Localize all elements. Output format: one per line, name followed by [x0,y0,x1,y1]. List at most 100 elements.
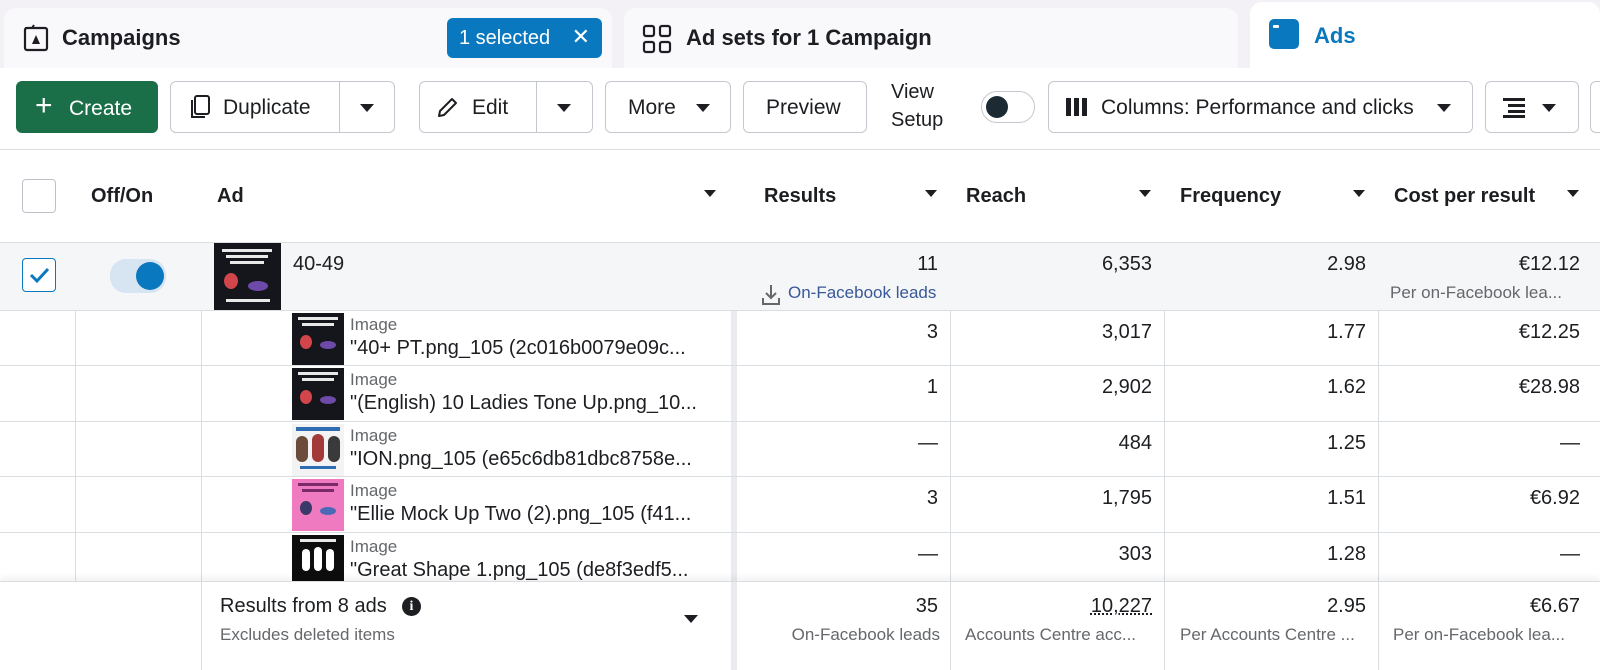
duplicate-dropdown-button[interactable] [340,82,395,132]
table-row[interactable]: 40-49 11 On-Facebook leads 6,353 2.98 €1… [0,243,1600,311]
creative-type: Image [350,481,398,500]
toolbar-overflow-button[interactable] [1590,81,1600,133]
tab-adsets[interactable]: Ad sets for 1 Campaign [624,8,1238,68]
creative-type: Image [350,315,398,334]
header-results-sort-icon[interactable] [925,190,937,197]
selected-count: 1 selected [459,26,551,49]
column-divider [201,582,202,670]
view-setup-label: View Setup [891,81,944,131]
ad-on-off-toggle[interactable] [110,259,166,293]
creative-name[interactable]: "Great Shape 1.png_105 (de8f3edf5... [350,559,689,581]
frequency-value: 1.62 [1327,376,1366,398]
more-button-label: More [628,96,676,119]
column-divider [1164,582,1165,670]
reach-value: 3,017 [1101,321,1152,343]
creative-name[interactable]: "40+ PT.png_105 (2c016b0079e09c... [350,337,686,359]
breakdown-icon [1503,98,1525,118]
frozen-divider [731,149,737,670]
header-cost-per-result[interactable]: Cost per result [1394,184,1536,207]
preview-button[interactable]: Preview [743,81,867,133]
creative-type: Image [350,426,398,445]
tab-campaigns-label: Campaigns [62,25,181,50]
pencil-icon [438,98,457,117]
toggle-knob [986,96,1008,118]
reach-value: 6,353 [1101,253,1152,275]
header-ad[interactable]: Ad [217,184,244,207]
view-setup-toggle[interactable] [981,91,1035,123]
frozen-divider [731,582,737,670]
chevron-down-icon [696,104,710,112]
chevron-down-icon [360,104,374,112]
creative-thumbnail [292,313,344,365]
header-results[interactable]: Results [764,184,837,207]
summary-reach[interactable]: 10,227 [1090,595,1152,617]
more-button[interactable]: More [605,81,731,133]
edit-button[interactable]: Edit [420,82,536,132]
preview-button-label: Preview [766,96,841,119]
ads-table: Off/On Ad Results Reach Frequency Cost p… [0,149,1600,670]
header-cost-sort-icon[interactable] [1567,190,1579,197]
summary-frequency-subtitle: Per Accounts Centre ... [1180,625,1355,644]
columns-icon [1066,98,1087,116]
header-ad-sort-icon[interactable] [704,190,716,197]
ads-icon [1269,19,1299,49]
table-row[interactable]: Image "40+ PT.png_105 (2c016b0079e09c...… [0,311,1600,366]
duplicate-button-label: Duplicate [223,96,311,119]
header-frequency[interactable]: Frequency [1180,184,1282,207]
tab-ads[interactable]: Ads [1250,2,1600,68]
results-type-link[interactable]: On-Facebook leads [788,283,937,302]
table-row[interactable]: Image "Great Shape 1.png_105 (de8f3edf5.… [0,533,1600,588]
creative-name[interactable]: "ION.png_105 (e65c6db81dbc8758e... [350,448,692,470]
create-button[interactable]: + Create [16,81,158,133]
reach-value: 1,795 [1101,487,1152,509]
creative-type: Image [350,537,398,556]
column-divider [1378,582,1379,670]
ad-name[interactable]: 40-49 [293,253,345,275]
summary-title: Results from 8 ads [220,595,387,617]
select-all-checkbox[interactable] [22,179,56,213]
columns-button-label: Columns: Performance and clicks [1101,96,1414,119]
column-divider [1378,149,1379,670]
toggle-knob [136,262,164,290]
results-value: 11 [917,253,938,275]
divider [339,82,340,132]
row-checkbox[interactable] [22,258,56,292]
selected-badge[interactable]: 1 selected ✕ [447,18,602,58]
edit-dropdown-button[interactable] [537,82,593,132]
summary-expand-icon[interactable] [684,615,698,623]
creative-name[interactable]: "Ellie Mock Up Two (2).png_105 (f41... [350,503,692,525]
duplicate-button[interactable]: Duplicate [171,82,339,132]
creative-thumbnail [292,479,344,531]
info-icon[interactable]: i [402,597,421,616]
summary-cost-subtitle: Per on-Facebook lea... [1393,625,1565,644]
header-reach[interactable]: Reach [966,184,1027,207]
table-row[interactable]: Image "ION.png_105 (e65c6db81dbc8758e...… [0,422,1600,477]
cost-value: — [1560,543,1580,565]
adsets-grid-icon [642,24,672,54]
results-summary-row: Results from 8 ads i Excludes deleted it… [0,581,1600,670]
table-row[interactable]: Image "(English) 10 Ladies Tone Up.png_1… [0,366,1600,422]
table-row[interactable]: Image "Ellie Mock Up Two (2).png_105 (f4… [0,477,1600,533]
creative-name[interactable]: "(English) 10 Ladies Tone Up.png_10... [350,392,697,414]
results-value: — [918,543,938,565]
tab-campaigns[interactable]: Campaigns 1 selected ✕ [4,8,612,68]
creative-thumbnail [292,424,344,476]
creative-thumbnail [292,535,344,583]
frequency-value: 1.51 [1327,487,1366,509]
summary-subtitle: Excludes deleted items [220,625,395,644]
edit-button-group: Edit [419,81,593,133]
frequency-value: 1.28 [1327,543,1366,565]
header-reach-sort-icon[interactable] [1139,190,1151,197]
header-offon[interactable]: Off/On [91,184,154,207]
clear-selection-icon[interactable]: ✕ [571,24,590,49]
tab-bar: Campaigns 1 selected ✕ Ad sets for 1 Cam… [0,0,1600,68]
column-divider [201,149,202,670]
reach-value: 484 [1118,432,1152,454]
column-divider [950,149,951,670]
frequency-value: 2.98 [1327,253,1366,275]
chevron-down-icon [1437,104,1451,112]
breakdown-button[interactable] [1485,81,1579,133]
header-frequency-sort-icon[interactable] [1353,190,1365,197]
summary-cost: €6.67 [1529,595,1580,617]
columns-button[interactable]: Columns: Performance and clicks [1048,81,1473,133]
